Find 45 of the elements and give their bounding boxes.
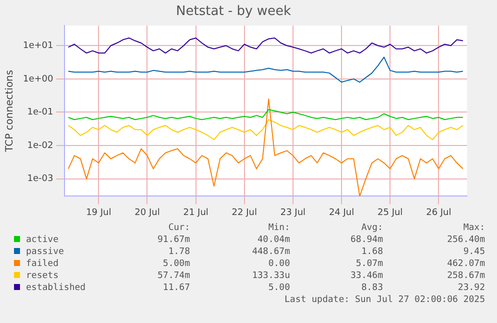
x-tick-label: 25 Jul [378,208,403,218]
text: Avg: [361,222,383,234]
text: 5.00 [268,282,290,294]
text: 5.07m [356,258,383,270]
x-tick-label: 26 Jul [426,208,452,218]
text: 462.07m [447,258,485,270]
text: 33.46m [350,270,383,282]
text: 91.67m [157,234,190,246]
text: 256.40m [447,234,485,246]
text: 23.92 [458,282,485,294]
text: 258.67m [447,270,485,282]
text: Cur: [168,222,190,234]
chart-title: Netstat - by week [176,4,292,20]
x-tick-label: 22 Jul [232,208,257,218]
text: Max: [463,222,485,234]
text: 68.94m [350,234,383,246]
text: 11.67 [162,282,190,294]
legend-label: resets [25,270,59,282]
text: 57.74m [157,270,190,282]
x-tick-label: 24 Jul [328,208,354,218]
text: 0.00 [268,258,290,270]
text: 1.78 [168,246,190,258]
legend-label: active [25,234,59,246]
text: 448.67m [252,246,290,258]
text: 133.33u [252,270,290,282]
y-tick-label: 1e-01 [27,108,54,118]
text: 5.00m [162,258,190,270]
x-tick-label: 20 Jul [134,208,160,218]
x-tick-label: 19 Jul [86,208,112,218]
y-tick-label: 1e-02 [27,140,54,151]
text: 40.04m [257,234,290,246]
y-tick-label: 1e+01 [22,40,54,51]
text: 9.45 [463,246,485,258]
legend-label: passive [25,246,64,258]
x-tick-label: 21 Jul [183,208,208,218]
text: Last update: Sun Jul 27 02:00:06 2025 [284,294,485,306]
text: 8.83 [361,282,383,294]
x-tick-label: 23 Jul [280,208,306,218]
y-tick-label: 1e-03 [27,174,54,184]
y-axis-title: TCP connections [4,70,16,153]
text: 1.68 [361,246,383,258]
legend-label: established [25,282,86,294]
text: Min: [268,222,290,234]
y-tick-label: 1e+00 [22,74,54,84]
legend-label: failed [25,258,59,270]
